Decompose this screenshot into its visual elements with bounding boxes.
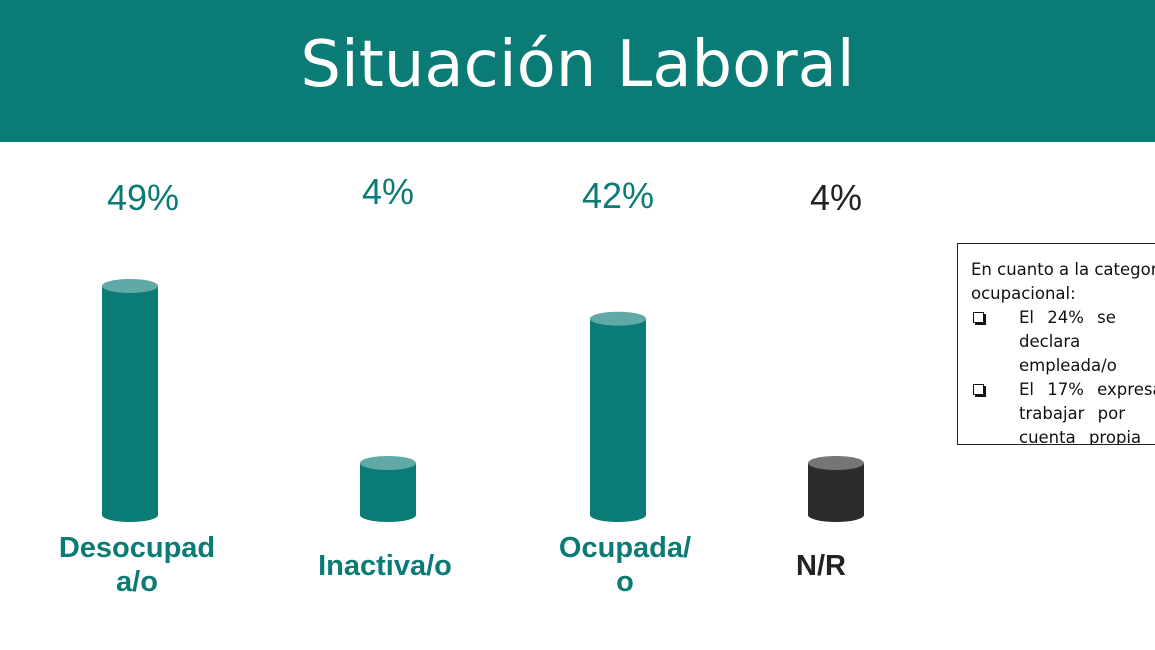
bar-base bbox=[102, 508, 158, 522]
note-item: El 24% se declara empleada/o bbox=[971, 306, 1155, 378]
bar-body bbox=[808, 463, 864, 515]
category-label: Desocupad bbox=[59, 532, 215, 564]
checkbox-bullet-icon bbox=[971, 306, 1019, 378]
category-label: Ocupada/ bbox=[559, 532, 691, 564]
bar-base bbox=[360, 508, 416, 522]
checkbox-bullet-icon bbox=[971, 378, 1019, 444]
bar-body bbox=[360, 463, 416, 515]
bar-top bbox=[590, 311, 646, 326]
category-label: Inactiva/o bbox=[318, 550, 452, 582]
bar-body bbox=[102, 286, 158, 515]
data-label: 4% bbox=[810, 177, 862, 218]
category-label: o bbox=[616, 566, 634, 598]
data-label: 42% bbox=[582, 175, 654, 216]
header-banner: Situación Laboral bbox=[0, 0, 1155, 142]
bar-top bbox=[360, 456, 416, 470]
bar-top bbox=[808, 456, 864, 470]
page-title: Situación Laboral bbox=[300, 28, 855, 102]
note-item-text: El 24% se declara empleada/o bbox=[1019, 308, 1117, 375]
bar-top bbox=[102, 279, 158, 293]
bar-body bbox=[590, 318, 646, 515]
bar-base bbox=[590, 508, 646, 522]
category-label: N/R bbox=[796, 550, 846, 582]
category-label: a/o bbox=[116, 566, 158, 598]
note-intro: En cuanto a la categoría ocupacional: bbox=[971, 260, 1155, 303]
data-label: 4% bbox=[362, 171, 414, 212]
data-label: 49% bbox=[107, 177, 179, 218]
note-item: El 17% expresa trabajar por cuenta propi… bbox=[971, 378, 1155, 445]
note-box: En cuanto a la categoría ocupacional: El… bbox=[957, 243, 1155, 445]
bar-base bbox=[808, 508, 864, 522]
note-item-text: El 17% expresa trabajar por cuenta propi… bbox=[1019, 380, 1155, 445]
